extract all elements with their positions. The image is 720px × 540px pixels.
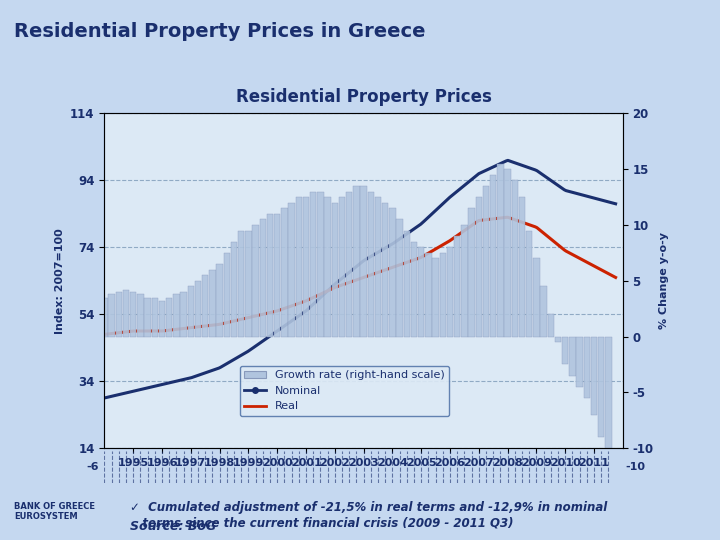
Bar: [282, 208, 287, 336]
Bar: [526, 231, 532, 336]
Bar: [512, 180, 518, 336]
Bar: [361, 186, 366, 336]
Bar: [483, 186, 489, 336]
Text: -6: -6: [86, 462, 99, 472]
Bar: [440, 253, 446, 336]
Bar: [490, 175, 496, 336]
Title: Residential Property Prices: Residential Property Prices: [235, 88, 492, 106]
Bar: [109, 294, 114, 336]
Bar: [534, 259, 539, 336]
Bar: [145, 298, 150, 336]
Bar: [332, 202, 338, 336]
Bar: [498, 164, 503, 336]
Bar: [426, 253, 431, 336]
Bar: [253, 225, 258, 336]
Bar: [174, 294, 179, 336]
Bar: [519, 197, 525, 336]
Text: Source: BoG: Source: BoG: [130, 520, 216, 533]
Bar: [555, 336, 561, 342]
Bar: [195, 281, 201, 336]
Bar: [447, 247, 453, 336]
Bar: [339, 197, 345, 336]
Bar: [606, 336, 611, 448]
Bar: [231, 242, 237, 336]
Y-axis label: Index: 2007=100: Index: 2007=100: [55, 228, 65, 334]
Bar: [325, 197, 330, 336]
Bar: [123, 290, 129, 336]
Bar: [346, 192, 352, 336]
Bar: [210, 269, 215, 336]
Text: -10: -10: [626, 462, 646, 472]
Bar: [577, 336, 582, 387]
Legend: Growth rate (right-hand scale), Nominal, Real: Growth rate (right-hand scale), Nominal,…: [240, 366, 449, 416]
Bar: [354, 186, 359, 336]
Bar: [584, 336, 590, 398]
Bar: [202, 275, 208, 336]
Text: ✓  Cumulated adjustment of -21,5% in real terms and -12,9% in nominal
   terms s: ✓ Cumulated adjustment of -21,5% in real…: [130, 502, 607, 529]
Y-axis label: % Change y-o-y: % Change y-o-y: [660, 232, 669, 329]
Bar: [418, 247, 424, 336]
Bar: [310, 192, 316, 336]
Text: Residential Property Prices in Greece: Residential Property Prices in Greece: [14, 22, 426, 40]
Bar: [454, 236, 460, 336]
Bar: [138, 294, 143, 336]
Bar: [318, 192, 323, 336]
Bar: [375, 197, 381, 336]
Bar: [224, 253, 230, 336]
Bar: [116, 292, 122, 336]
Bar: [411, 242, 417, 336]
Bar: [159, 301, 165, 336]
Bar: [289, 202, 294, 336]
Bar: [368, 192, 374, 336]
Bar: [433, 259, 438, 336]
Bar: [267, 214, 273, 336]
Bar: [130, 292, 136, 336]
Bar: [382, 202, 388, 336]
Bar: [246, 231, 251, 336]
Bar: [562, 336, 568, 365]
Bar: [469, 208, 474, 336]
Bar: [303, 197, 309, 336]
Bar: [390, 208, 395, 336]
Bar: [188, 286, 194, 336]
Bar: [505, 169, 510, 336]
Bar: [548, 314, 554, 336]
Bar: [217, 264, 222, 336]
Bar: [238, 231, 244, 336]
Bar: [476, 197, 482, 336]
Bar: [152, 298, 158, 336]
Bar: [274, 214, 280, 336]
Bar: [598, 336, 604, 437]
Bar: [462, 225, 467, 336]
Bar: [166, 298, 172, 336]
Bar: [591, 336, 597, 415]
Bar: [570, 336, 575, 376]
Bar: [397, 219, 402, 336]
Text: BANK OF GREECE
EUROSYSTEM: BANK OF GREECE EUROSYSTEM: [14, 502, 95, 521]
Bar: [296, 197, 302, 336]
Bar: [541, 286, 546, 336]
Bar: [260, 219, 266, 336]
Bar: [102, 298, 107, 336]
Bar: [181, 292, 186, 336]
Bar: [404, 231, 410, 336]
